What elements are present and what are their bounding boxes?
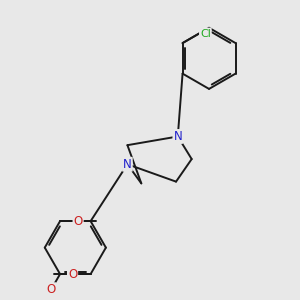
Text: O: O (68, 268, 77, 281)
Text: O: O (46, 283, 56, 296)
Text: N: N (123, 158, 132, 171)
Text: N: N (173, 130, 182, 143)
Text: Cl: Cl (200, 28, 211, 38)
Text: O: O (74, 215, 83, 228)
